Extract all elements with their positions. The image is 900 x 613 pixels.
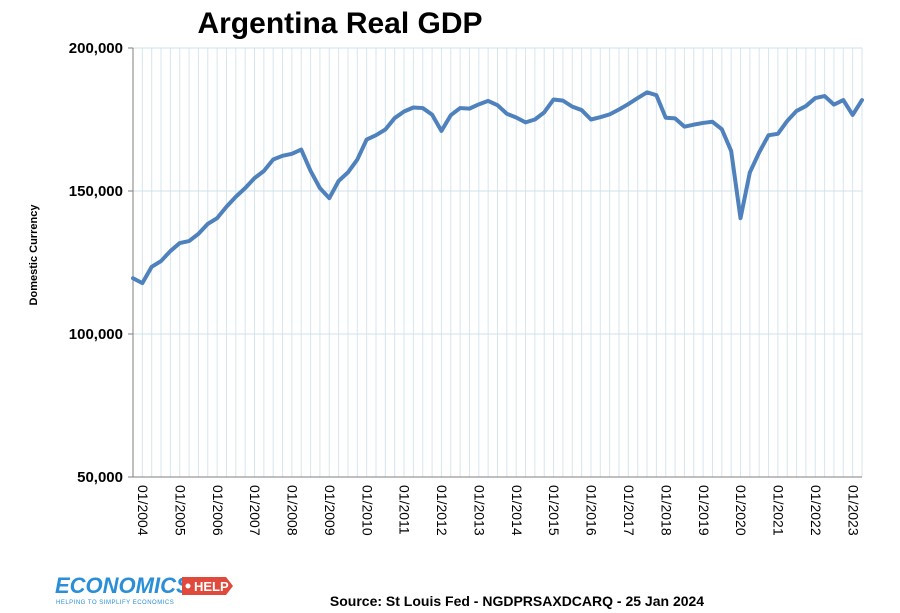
x-tick-label: 01/2009 bbox=[322, 485, 338, 536]
economics-help-logo: ECONOMICS HELP HELPING TO SIMPLIFY ECONO… bbox=[55, 573, 233, 606]
series-line-gdp bbox=[131, 90, 864, 286]
logo-help-text: HELP bbox=[194, 579, 229, 594]
x-tick-label: 01/2022 bbox=[808, 485, 824, 536]
logo-tag-icon bbox=[182, 577, 233, 595]
x-tick-label: 01/2020 bbox=[733, 485, 749, 536]
x-tick-label: 01/2018 bbox=[658, 485, 674, 536]
logo-tagline: HELPING TO SIMPLIFY ECONOMICS bbox=[56, 600, 174, 606]
vertical-gridlines bbox=[132, 48, 863, 477]
x-tick-label: 01/2019 bbox=[696, 485, 712, 536]
x-tick-label: 01/2023 bbox=[845, 485, 861, 536]
x-tick-label: 01/2015 bbox=[546, 485, 562, 536]
x-tick-label: 01/2005 bbox=[172, 485, 188, 536]
horizontal-gridlines bbox=[133, 47, 862, 335]
source-note: Source: St Louis Fed - NGDPRSAXDCARQ - 2… bbox=[330, 593, 704, 609]
y-tick-label: 200,000 bbox=[69, 40, 123, 57]
y-tick-label: 100,000 bbox=[69, 326, 123, 343]
y-tick-labels: 200,000 150,000 100,000 50,000 bbox=[69, 40, 133, 486]
x-tick-label: 01/2006 bbox=[210, 485, 226, 536]
x-tick-labels: 01/2004 01/2005 01/2006 01/2007 01/2008 01/20… bbox=[135, 485, 861, 536]
x-tick-label: 01/2007 bbox=[247, 485, 263, 536]
x-tick-label: 01/2014 bbox=[509, 485, 525, 536]
x-tick-label: 01/2016 bbox=[584, 485, 600, 536]
chart-title: Argentina Real GDP bbox=[197, 7, 482, 40]
y-axis-label: Domestic Currency bbox=[28, 204, 40, 306]
x-tick-label: 01/2010 bbox=[359, 485, 375, 536]
y-tick-label: 50,000 bbox=[77, 469, 123, 486]
x-tick-label: 01/2017 bbox=[621, 485, 637, 536]
x-tick-label: 01/2012 bbox=[434, 485, 450, 536]
x-tick-label: 01/2008 bbox=[285, 485, 301, 536]
x-tick-label: 01/2011 bbox=[397, 485, 413, 535]
x-tick-label: 01/2004 bbox=[135, 485, 151, 536]
y-tick-label: 150,000 bbox=[69, 183, 123, 200]
x-tick-label: 01/2021 bbox=[771, 485, 787, 536]
logo-wordmark: ECONOMICS bbox=[55, 573, 191, 598]
x-tick-label: 01/2013 bbox=[471, 485, 487, 536]
